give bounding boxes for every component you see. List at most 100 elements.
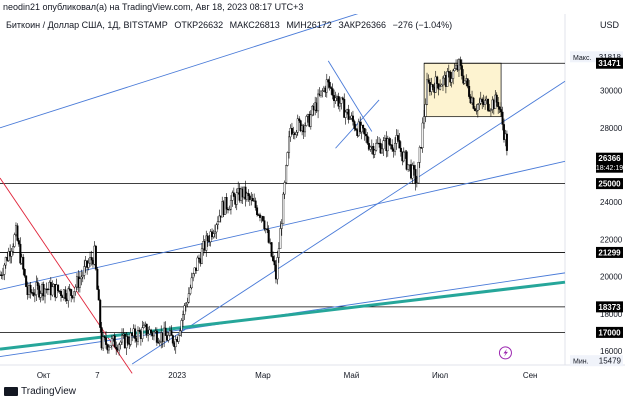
candle-body	[441, 77, 444, 86]
candle-body	[405, 151, 408, 170]
candle-body	[36, 282, 39, 286]
trendline-descending-resistance[interactable]	[0, 177, 133, 374]
candle-body	[415, 182, 418, 184]
candle-body	[67, 288, 70, 301]
candle-body	[472, 97, 475, 109]
candle-body	[190, 277, 193, 289]
candle-body	[78, 278, 81, 288]
candle-body	[363, 128, 366, 135]
candle-body	[375, 142, 378, 151]
candle-body	[501, 111, 504, 125]
candle-body	[97, 289, 100, 301]
candle-body	[155, 330, 158, 343]
trendline-upper-channel[interactable]	[0, 14, 397, 129]
price-label-box	[596, 178, 623, 190]
candle-body	[218, 215, 221, 222]
candle-body	[150, 329, 153, 334]
candle-body	[229, 200, 232, 210]
candle-body	[446, 71, 449, 87]
candle-body	[110, 338, 113, 346]
candle-body	[382, 140, 385, 150]
y-tick-label: 28000	[600, 124, 623, 133]
price-label-value: 18373	[598, 303, 621, 312]
symbol-legend: Биткоин / Доллар США, 1Д, BITSTAMP ОТКР2…	[6, 20, 456, 30]
candle-body	[266, 228, 269, 231]
candle-body	[270, 242, 273, 257]
symbol-name[interactable]: Биткоин / Доллар США, 1Д, BITSTAMP	[6, 20, 168, 30]
trendline-teal-support[interactable]	[0, 280, 566, 351]
legend-low: МИН26172	[286, 20, 332, 30]
candle-body	[505, 133, 508, 151]
currency-label[interactable]: USD	[600, 20, 620, 30]
candle-body	[12, 246, 15, 252]
candle-body	[305, 116, 308, 126]
candle-body	[87, 262, 90, 268]
candle-body	[427, 79, 430, 83]
candle-body	[134, 328, 137, 339]
candle-body	[184, 303, 187, 306]
candle-body	[51, 286, 54, 296]
candle-body	[126, 336, 129, 344]
candle-body	[319, 90, 322, 96]
candle-body	[462, 75, 465, 84]
candle-body	[164, 327, 167, 336]
candle-body	[283, 182, 286, 195]
y-tick-label: 20000	[600, 273, 623, 282]
legend-close: ЗАКР26366	[338, 20, 387, 30]
candle-body	[200, 248, 203, 264]
trendline-flag-top[interactable]	[327, 60, 373, 132]
candle-body	[33, 294, 36, 296]
candle-body	[4, 257, 7, 266]
candle-body	[407, 164, 410, 170]
candle-body	[282, 193, 285, 225]
candle-body	[16, 225, 19, 241]
price-label-caption: Макс.	[573, 55, 591, 62]
candle-body	[129, 332, 132, 345]
candle-body	[280, 223, 283, 229]
candle-body	[29, 285, 32, 293]
trendline-flag-bottom[interactable]	[335, 99, 380, 149]
candle-body	[502, 124, 505, 140]
price-label-caption: Мин.	[573, 359, 589, 366]
candle-body	[379, 142, 382, 154]
candle-body	[197, 257, 200, 259]
price-chart[interactable]: 1600018000200002200024000260002800030000…	[0, 14, 640, 386]
candle-body	[414, 169, 417, 184]
candle-body	[277, 248, 280, 258]
legend-change: −276 (−1.04%)	[392, 20, 453, 30]
candle-body	[434, 76, 437, 93]
candle-body	[19, 243, 22, 264]
candle-body	[147, 333, 150, 336]
candle-body	[369, 146, 372, 150]
candle-body	[251, 198, 254, 202]
legend-high: МАКС26813	[229, 20, 280, 30]
x-tick-label: Мар	[255, 371, 271, 380]
candle-body	[167, 335, 170, 341]
candle-body	[152, 331, 155, 337]
candle-body	[96, 268, 99, 290]
candle-body	[10, 251, 13, 257]
candle-body	[337, 96, 340, 107]
lightning-icon	[503, 348, 508, 357]
candle-body	[276, 257, 279, 280]
candle-body	[272, 256, 275, 261]
candle-body	[105, 337, 108, 345]
candle-body	[311, 105, 314, 116]
candle-body	[452, 70, 455, 79]
price-label-value: 17000	[598, 328, 621, 337]
candle-body	[418, 147, 421, 163]
candle-body	[261, 216, 264, 221]
candle-body	[81, 275, 84, 278]
candle-body	[394, 143, 397, 152]
trendline-rising-support[interactable]	[131, 80, 566, 365]
candle-body	[484, 100, 487, 105]
candle-body	[426, 79, 429, 105]
candle-body	[495, 94, 498, 103]
candle-body	[449, 71, 452, 83]
candle-body	[463, 80, 466, 84]
candle-body	[353, 121, 356, 129]
candle-body	[411, 165, 414, 179]
x-tick-label: 2023	[168, 371, 186, 380]
candle-body	[412, 165, 415, 170]
candle-body	[225, 197, 228, 210]
